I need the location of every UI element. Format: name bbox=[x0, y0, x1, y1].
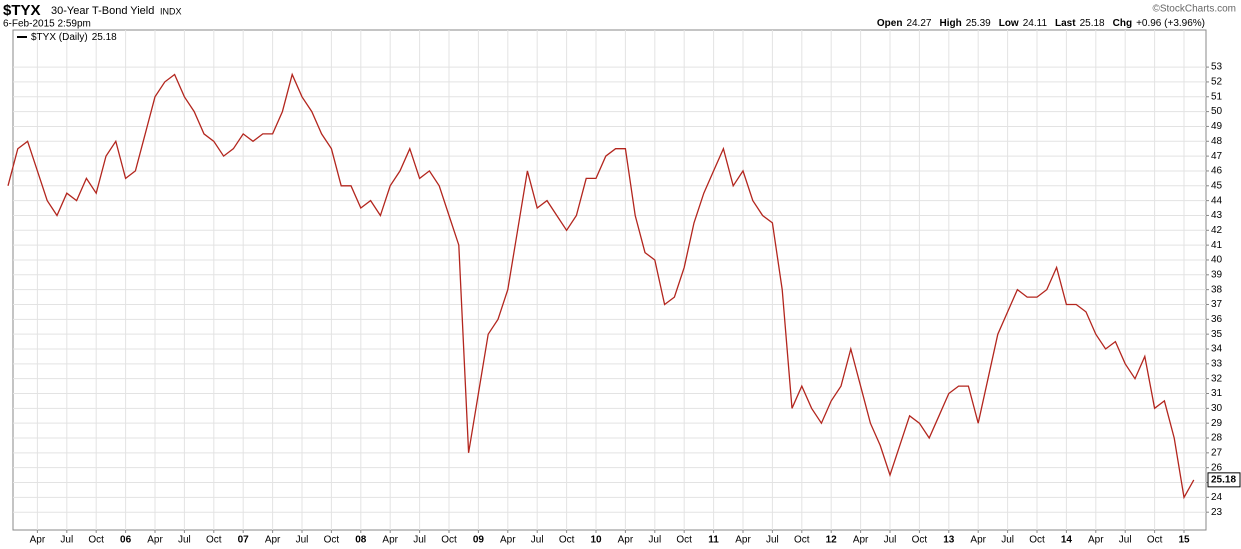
x-tick-label: 06 bbox=[120, 535, 132, 546]
y-tick-label: 37 bbox=[1211, 299, 1223, 310]
x-tick-label: Apr bbox=[30, 535, 46, 546]
y-tick-label: 39 bbox=[1211, 269, 1223, 280]
legend-value: 25.18 bbox=[92, 32, 117, 43]
quote-label: Open bbox=[877, 18, 903, 29]
x-tick-label: Jul bbox=[178, 535, 191, 546]
legend-name: $TYX (Daily) bbox=[31, 32, 88, 43]
price-line bbox=[7, 72, 1195, 500]
quote-value: +0.96 (+3.96%) bbox=[1136, 18, 1205, 29]
y-tick-label: 41 bbox=[1211, 240, 1223, 251]
y-tick-label: 42 bbox=[1211, 225, 1223, 236]
y-tick-label: 47 bbox=[1211, 151, 1223, 162]
quote-label: Last bbox=[1055, 18, 1076, 29]
x-tick-label: Oct bbox=[88, 535, 104, 546]
x-tick-label: Apr bbox=[265, 535, 281, 546]
x-tick-label: Oct bbox=[324, 535, 340, 546]
x-tick-label: Oct bbox=[794, 535, 810, 546]
legend-entry: $TYX (Daily) 25.18 bbox=[31, 32, 117, 43]
plot-frame bbox=[12, 29, 1207, 531]
x-tick-label: Jul bbox=[60, 535, 73, 546]
x-tick-label: Oct bbox=[441, 535, 457, 546]
y-tick-label: 34 bbox=[1211, 344, 1223, 355]
y-tick-label: 51 bbox=[1211, 91, 1223, 102]
x-tick-label: Jul bbox=[884, 535, 897, 546]
x-tick-label: Oct bbox=[1029, 535, 1045, 546]
x-tick-label: 15 bbox=[1178, 535, 1190, 546]
x-tick-label: Apr bbox=[382, 535, 398, 546]
y-tick-label: 44 bbox=[1211, 195, 1223, 206]
x-tick-label: Oct bbox=[912, 535, 928, 546]
x-tick-label: Oct bbox=[676, 535, 692, 546]
quote-value: 24.11 bbox=[1023, 18, 1048, 29]
x-tick-label: Jul bbox=[648, 535, 661, 546]
last-value-box bbox=[1207, 472, 1241, 488]
exchange: INDX bbox=[160, 6, 182, 16]
y-tick-label: 48 bbox=[1211, 136, 1223, 147]
quote-value: 24.27 bbox=[906, 18, 931, 29]
x-tick-label: Apr bbox=[500, 535, 516, 546]
quote-label: Chg bbox=[1113, 18, 1132, 29]
y-tick-label: 24 bbox=[1211, 492, 1223, 503]
quote-value: 25.18 bbox=[1080, 18, 1105, 29]
y-tick-label: 46 bbox=[1211, 166, 1223, 177]
symbol: $TYX bbox=[3, 2, 41, 19]
y-tick-label: 31 bbox=[1211, 388, 1223, 399]
x-tick-label: Oct bbox=[206, 535, 222, 546]
y-tick-label: 28 bbox=[1211, 433, 1223, 444]
x-tick-label: Oct bbox=[1147, 535, 1163, 546]
last-value-label: 25.18 bbox=[1211, 474, 1236, 485]
quote-label: High bbox=[939, 18, 961, 29]
x-tick-label: Apr bbox=[1088, 535, 1104, 546]
x-tick-label: Jul bbox=[413, 535, 426, 546]
x-tick-label: Apr bbox=[970, 535, 986, 546]
y-tick-label: 53 bbox=[1211, 62, 1223, 73]
y-tick-label: 33 bbox=[1211, 358, 1223, 369]
x-tick-label: Oct bbox=[559, 535, 575, 546]
y-tick-label: 35 bbox=[1211, 329, 1223, 340]
x-tick-label: 09 bbox=[473, 535, 485, 546]
y-tick-label: 32 bbox=[1211, 373, 1223, 384]
y-tick-label: 45 bbox=[1211, 180, 1223, 191]
x-tick-label: 14 bbox=[1061, 535, 1073, 546]
x-tick-label: Jul bbox=[766, 535, 779, 546]
timestamp: 6-Feb-2015 2:59pm bbox=[3, 19, 91, 30]
source: ©StockCharts.com bbox=[1152, 4, 1236, 15]
y-tick-label: 36 bbox=[1211, 314, 1223, 325]
quote: Open 24.27 High 25.39 Low 24.11 Last 25.18 Chg +0… bbox=[877, 18, 1205, 29]
x-tick-label: Jul bbox=[1001, 535, 1014, 546]
x-tick-label: Jul bbox=[1119, 535, 1132, 546]
x-tick-label: 07 bbox=[238, 535, 250, 546]
y-tick-label: 29 bbox=[1211, 418, 1223, 429]
y-tick-label: 40 bbox=[1211, 255, 1223, 266]
x-tick-label: 13 bbox=[943, 535, 955, 546]
y-tick-label: 23 bbox=[1211, 507, 1223, 518]
quote-value: 25.39 bbox=[966, 18, 991, 29]
x-tick-label: Apr bbox=[618, 535, 634, 546]
x-tick-label: 08 bbox=[355, 535, 367, 546]
y-tick-label: 27 bbox=[1211, 447, 1223, 458]
y-tick-label: 26 bbox=[1211, 462, 1223, 473]
y-tick-label: 49 bbox=[1211, 121, 1223, 132]
x-tick-label: Apr bbox=[147, 535, 163, 546]
y-tick-label: 52 bbox=[1211, 77, 1223, 88]
x-tick-label: 12 bbox=[826, 535, 838, 546]
x-tick-label: Apr bbox=[853, 535, 869, 546]
chart-title: 30-Year T-Bond Yield bbox=[51, 5, 154, 17]
x-tick-label: Jul bbox=[531, 535, 544, 546]
y-tick-label: 38 bbox=[1211, 284, 1223, 295]
x-tick-label: Jul bbox=[296, 535, 309, 546]
quote-label: Low bbox=[999, 18, 1019, 29]
x-tick-label: 11 bbox=[708, 535, 719, 546]
x-tick-label: 10 bbox=[590, 535, 602, 546]
y-tick-label: 30 bbox=[1211, 403, 1223, 414]
y-tick-label: 43 bbox=[1211, 210, 1223, 221]
x-tick-label: Apr bbox=[735, 535, 751, 546]
y-tick-label: 50 bbox=[1211, 106, 1223, 117]
